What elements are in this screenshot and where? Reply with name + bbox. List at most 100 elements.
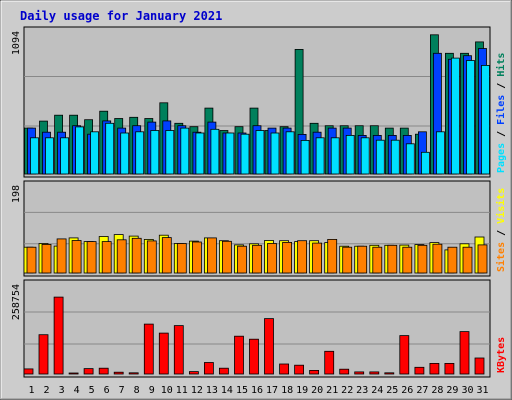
side-legend-visits_sites: Sites / Visits (495, 188, 507, 272)
bar-pages-day-7 (120, 132, 130, 175)
bar-sites-day-27 (417, 244, 428, 274)
x-tick-day-10: 10 (161, 385, 173, 396)
panel-visits_sites: 198 Sites / Visits (11, 180, 507, 277)
series-sites (26, 237, 488, 274)
bar-sites-day-30 (462, 246, 473, 274)
bar-kbytes-day-3 (53, 296, 64, 375)
bar-kbytes-day-9 (143, 323, 154, 375)
x-tick-day-29: 29 (446, 385, 458, 396)
bar-sites-day-12 (191, 241, 202, 274)
bar-pages-day-9 (150, 130, 160, 175)
x-axis-day-labels: 1 2 3 4 5 6 7 8 9 10 11 12 13 14 15 16 17 18 19 20 21 22 23 24 2… (28, 385, 488, 396)
bar-sites-day-1 (26, 246, 37, 274)
bar-kbytes-day-22 (339, 368, 350, 375)
bar-kbytes-day-17 (264, 318, 274, 375)
bar-sites-day-7 (116, 239, 127, 274)
bar-sites-day-21 (327, 238, 338, 274)
bar-sites-day-6 (101, 241, 112, 274)
bar-pages-day-8 (135, 131, 145, 175)
bar-kbytes-day-30 (459, 331, 470, 375)
x-tick-day-12: 12 (191, 385, 203, 396)
bar-pages-day-20 (315, 137, 325, 175)
bar-sites-day-2 (41, 243, 52, 274)
bar-kbytes-day-7 (113, 371, 124, 375)
series-kbytes (23, 296, 485, 375)
bar-kbytes-day-6 (98, 367, 109, 375)
bar-kbytes-day-28 (429, 362, 440, 375)
bar-sites-day-14 (221, 240, 232, 274)
bar-sites-day-10 (161, 237, 172, 274)
x-tick-day-15: 15 (236, 385, 248, 396)
side-legend-segment: Pages (496, 143, 507, 173)
x-tick-day-2: 2 (43, 385, 49, 396)
bar-sites-day-18 (282, 241, 293, 274)
bar-sites-day-16 (252, 244, 262, 274)
x-tick-day-21: 21 (326, 385, 338, 396)
side-legend-kbytes: KBytes (496, 337, 507, 373)
bar-sites-day-29 (447, 246, 458, 274)
bar-kbytes-day-1 (23, 368, 34, 375)
panel-kbytes: 258754 KBytes (11, 279, 507, 378)
bar-sites-day-4 (71, 240, 82, 274)
bar-kbytes-day-14 (218, 367, 229, 375)
bar-pages-day-12 (195, 132, 205, 175)
bar-sites-day-8 (131, 237, 142, 274)
bar-sites-day-26 (402, 246, 413, 274)
bar-pages-day-2 (45, 137, 54, 175)
x-tick-day-22: 22 (341, 385, 353, 396)
bar-kbytes-day-18 (279, 363, 290, 375)
bar-kbytes-day-2 (38, 334, 49, 375)
bar-kbytes-day-13 (203, 362, 214, 375)
side-legend-segment: / (496, 224, 507, 242)
bar-sites-day-11 (176, 243, 187, 274)
bar-pages-day-4 (75, 126, 84, 175)
bar-pages-day-13 (210, 128, 220, 175)
bar-kbytes-day-8 (128, 372, 139, 375)
x-tick-day-8: 8 (134, 385, 140, 396)
bar-sites-day-3 (56, 238, 67, 274)
side-legend-segment: / (496, 77, 507, 95)
side-legend-segment: Hits (495, 53, 507, 77)
bar-pages-day-16 (255, 130, 265, 175)
bar-pages-day-10 (165, 130, 175, 175)
bar-pages-day-18 (285, 131, 295, 175)
series-pages (30, 57, 490, 175)
bar-pages-day-14 (225, 132, 235, 175)
y-max-label: 1094 (11, 31, 22, 55)
chart-title: Daily usage for January 2021 (20, 9, 222, 23)
x-tick-day-23: 23 (356, 385, 368, 396)
x-tick-day-16: 16 (251, 385, 263, 396)
side-legend-segment: Sites (495, 242, 507, 272)
bar-kbytes-day-11 (173, 325, 184, 375)
bar-sites-day-13 (206, 237, 217, 274)
bar-pages-day-1 (30, 137, 39, 175)
x-tick-day-25: 25 (386, 385, 398, 396)
bar-sites-day-23 (357, 245, 368, 274)
bar-sites-day-22 (342, 246, 353, 274)
bar-kbytes-day-12 (188, 371, 199, 375)
bar-pages-day-31 (481, 65, 490, 175)
bar-pages-day-29 (450, 57, 460, 175)
y-max-label: 258754 (11, 284, 22, 320)
x-tick-day-28: 28 (431, 385, 443, 396)
bar-pages-day-30 (466, 60, 475, 175)
bar-sites-day-24 (372, 246, 383, 274)
bar-pages-day-22 (345, 134, 355, 175)
bar-sites-day-19 (297, 240, 308, 274)
bar-pages-day-25 (390, 139, 400, 175)
bar-sites-day-9 (146, 240, 157, 274)
x-tick-day-31: 31 (476, 385, 488, 396)
x-tick-day-1: 1 (28, 385, 34, 396)
x-tick-day-27: 27 (416, 385, 428, 396)
bar-kbytes-day-24 (369, 371, 380, 375)
bar-pages-day-5 (90, 131, 99, 175)
x-tick-day-20: 20 (311, 385, 323, 396)
bar-pages-day-6 (105, 122, 115, 175)
bar-kbytes-day-26 (399, 335, 410, 375)
bar-sites-day-20 (312, 242, 323, 274)
side-legend-segment: Visits (495, 188, 507, 224)
x-tick-day-9: 9 (149, 385, 155, 396)
x-tick-day-19: 19 (296, 385, 308, 396)
side-legend-segment: / (496, 125, 507, 143)
